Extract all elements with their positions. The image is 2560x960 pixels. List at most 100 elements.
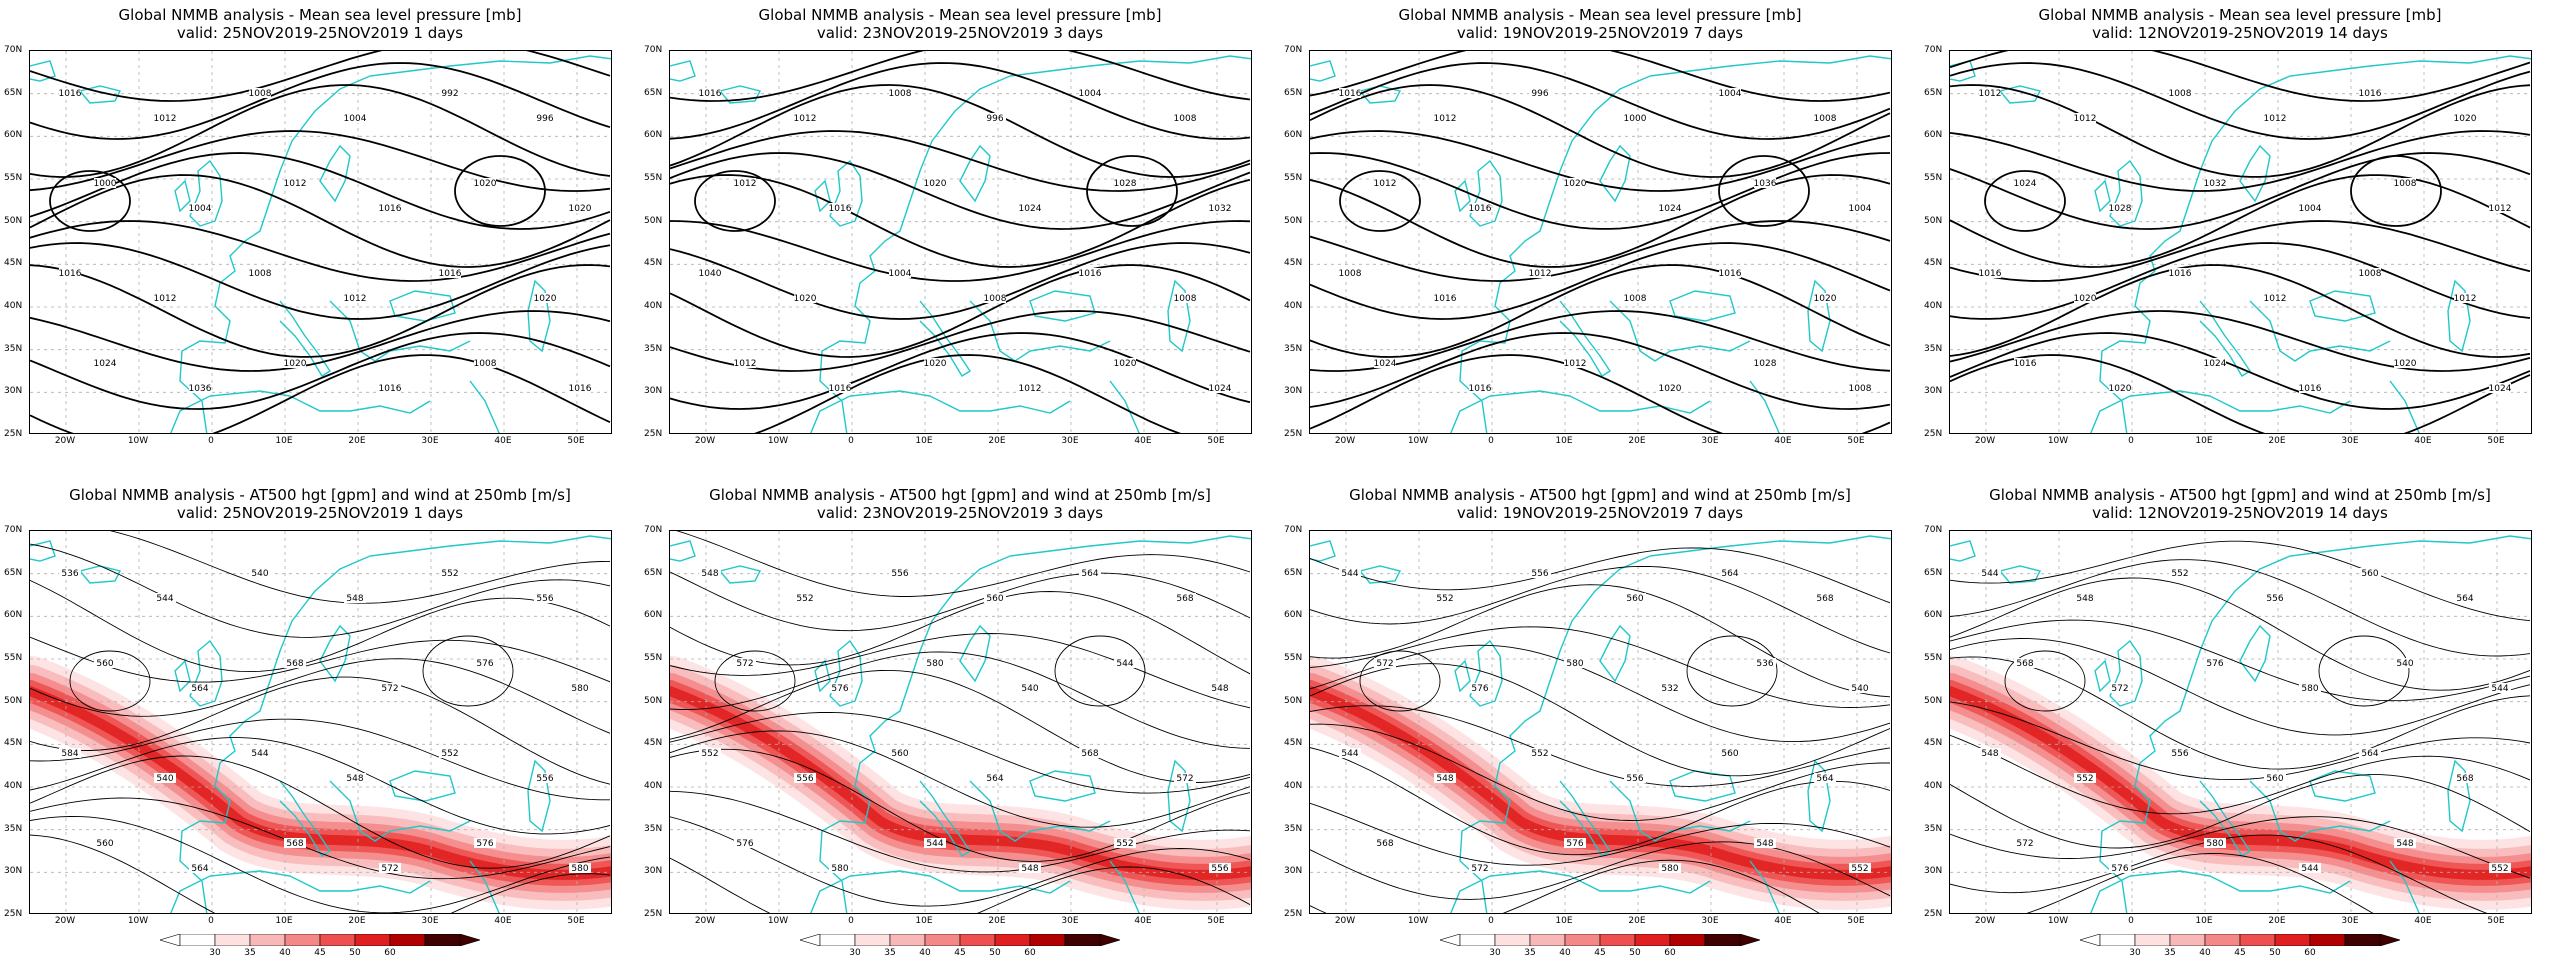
coastlines <box>30 55 611 433</box>
contour-value-label: 1024 <box>94 359 117 369</box>
contour-labels: 536 544 540 548 552 556 560 564 568 572 576 580 584 5… <box>59 568 591 874</box>
colorbar-tick-label: 30 <box>2129 948 2141 958</box>
contour-value-label: 544 <box>1341 749 1358 759</box>
colorbar-swatch <box>179 934 216 946</box>
contour-value-label: 564 <box>2361 749 2378 759</box>
panel-title: Global NMMB analysis - Mean sea level pr… <box>118 6 522 24</box>
map-svg: 1016 1012 996 1000 1004 1008 1012 1016 1020 1024 1… <box>1310 51 1891 433</box>
map-panel: Global NMMB analysis - AT500 hgt [gpm] a… <box>1920 480 2560 960</box>
contour-value-label: 1008 <box>1174 294 1197 304</box>
colorbar-tick-label: 35 <box>884 948 896 958</box>
contour-value-label: 576 <box>2206 659 2223 669</box>
coastlines <box>1310 535 1891 913</box>
contour-labels: 1016 1012 1008 1004 992 996 1000 1004 1012 1016 10… <box>59 88 592 394</box>
contour-value-label: 556 <box>536 594 553 604</box>
panel-title: Global NMMB analysis - AT500 hgt [gpm] a… <box>1989 486 2491 504</box>
contour-value-label: 556 <box>1626 774 1643 784</box>
contour-value-label: 564 <box>1081 569 1098 579</box>
contour-value-label: 1028 <box>1114 179 1137 189</box>
contour-value-label: 572 <box>2016 839 2033 849</box>
colorbar-swatch <box>249 934 286 946</box>
panel-title: Global NMMB analysis - Mean sea level pr… <box>758 6 1162 24</box>
contour-value-label: 552 <box>2076 774 2093 784</box>
panel-valid-range: valid: 25NOV2019-25NOV2019 1 days <box>176 24 464 42</box>
isobars <box>670 51 1251 433</box>
latitude-label: 55N <box>644 173 663 183</box>
latitude-label: 65N <box>4 87 23 98</box>
colorbar-swatch <box>1529 934 1566 946</box>
latitude-label: 60N <box>4 610 23 621</box>
contour-value-label: 572 <box>1471 864 1488 874</box>
contour-value-label: 552 <box>796 594 813 604</box>
latitude-label: 70N <box>4 525 23 535</box>
contour-value-label: 1020 <box>794 294 817 304</box>
latitude-label: 65N <box>1284 87 1303 98</box>
latitude-label: 35N <box>4 343 23 354</box>
contour-value-label: 568 <box>1816 594 1833 604</box>
latitude-label: 65N <box>644 87 663 98</box>
colorbar-swatch <box>959 934 996 946</box>
colorbar-tick-label: 50 <box>349 948 361 958</box>
contour-value-label: 548 <box>2076 594 2093 604</box>
contour-value-label: 1016 <box>439 269 462 279</box>
colorbar-swatch <box>424 934 461 946</box>
contour-value-label: 1016 <box>2299 384 2322 394</box>
contour-value-label: 1016 <box>829 384 852 394</box>
contour-value-label: 1016 <box>2014 359 2037 369</box>
contour-value-label: 548 <box>1436 774 1453 784</box>
contour-value-label: 572 <box>381 684 398 694</box>
longitude-label: 20W <box>54 436 76 446</box>
colorbar-tick-label: 40 <box>279 948 291 958</box>
longitude-label: 20E <box>2268 916 2286 926</box>
contour-value-label: 556 <box>891 569 908 579</box>
longitude-label: 30E <box>1701 436 1719 446</box>
longitude-label: 10W <box>767 916 789 926</box>
contour-value-label: 552 <box>441 569 458 579</box>
colorbar-tick-label: 50 <box>989 948 1001 958</box>
isobars <box>1950 51 2531 433</box>
contour-value-label: 1004 <box>189 204 212 214</box>
contour-value-label: 1032 <box>1209 204 1232 214</box>
contour-value-label: 580 <box>926 659 943 669</box>
colorbar-swatch <box>889 934 926 946</box>
panel-valid-range: valid: 23NOV2019-25NOV2019 3 days <box>816 504 1104 522</box>
colorbar-swatch <box>1669 934 1706 946</box>
latitude-label: 60N <box>1924 610 1943 621</box>
contour-value-label: 1008 <box>1814 114 1837 124</box>
contour-value-label: 1020 <box>1659 384 1682 394</box>
latitude-label: 50N <box>1924 215 1943 226</box>
longitude-label: 20W <box>694 916 716 926</box>
contour-value-label: 1012 <box>2264 294 2287 304</box>
contour-value-label: 1036 <box>1754 179 1777 189</box>
latitude-label: 55N <box>1924 653 1943 663</box>
contour-value-label: 544 <box>926 839 943 849</box>
contour-value-label: 1012 <box>2454 294 2477 304</box>
latitude-label: 45N <box>4 738 23 749</box>
contour-value-label: 1004 <box>344 114 367 124</box>
longitude-label: 50E <box>1207 916 1225 926</box>
contour-value-label: 568 <box>1376 839 1393 849</box>
lat-lon-grid <box>30 531 611 913</box>
contour-value-label: 568 <box>1081 749 1098 759</box>
contour-value-label: 1024 <box>1209 384 1232 394</box>
contour-value-label: 580 <box>2206 839 2223 849</box>
contour-value-label: 564 <box>1721 569 1738 579</box>
contour-value-label: 580 <box>1566 659 1583 669</box>
contour-value-label: 572 <box>1176 774 1193 784</box>
latitude-label: 60N <box>1924 130 1943 141</box>
contour-value-label: 544 <box>1116 659 1133 669</box>
contour-value-label: 1016 <box>1434 294 1457 304</box>
contour-value-label: 536 <box>1756 659 1773 669</box>
contour-value-label: 1012 <box>154 294 177 304</box>
contour-value-label: 560 <box>891 749 908 759</box>
longitude-label: 50E <box>2487 916 2505 926</box>
contour-value-label: 560 <box>1626 594 1643 604</box>
longitude-label: 0 <box>848 916 854 926</box>
contour-value-label: 1020 <box>1564 179 1587 189</box>
colorbar-tick-label: 40 <box>1559 948 1571 958</box>
contour-value-label: 576 <box>476 659 493 669</box>
longitude-label: 50E <box>2487 436 2505 446</box>
latitude-label: 30N <box>1284 866 1303 877</box>
longitude-label: 10W <box>767 436 789 446</box>
latitude-label: 45N <box>644 258 663 269</box>
